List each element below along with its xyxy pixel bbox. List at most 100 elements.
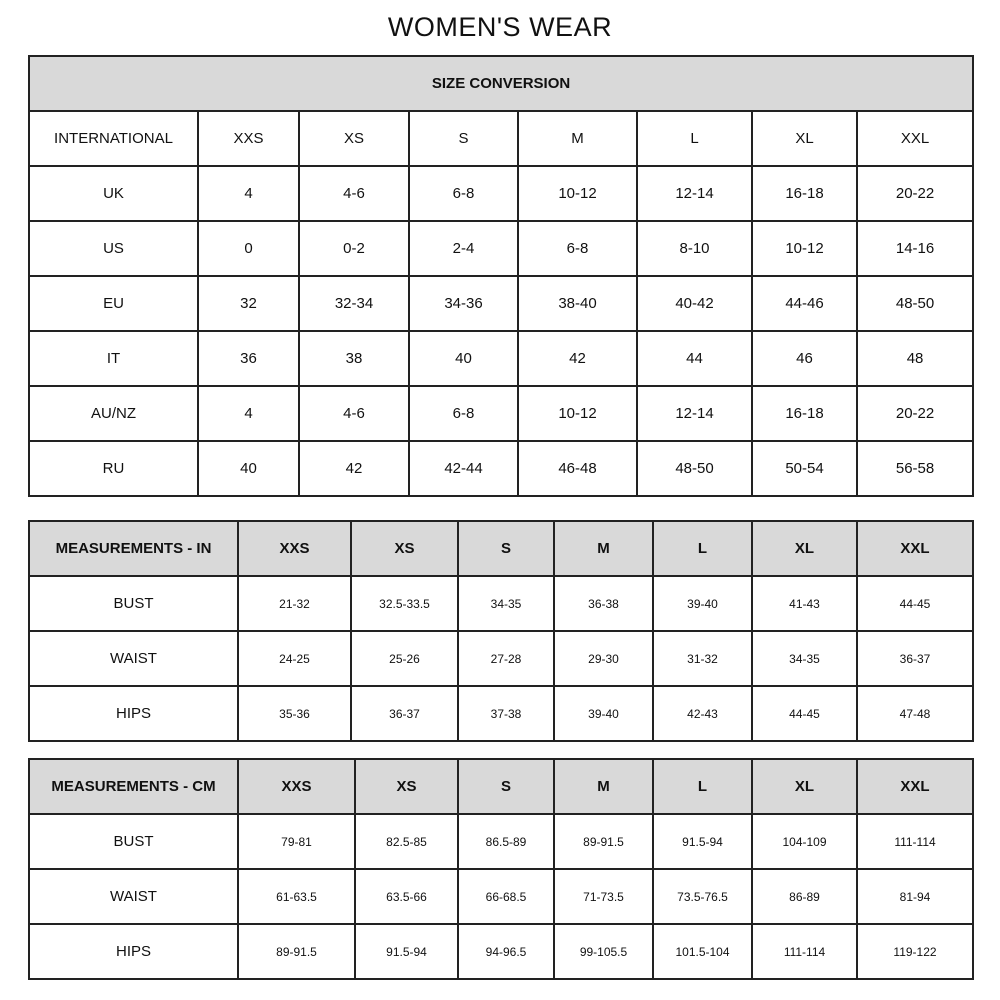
table-cell: 36-38 (553, 575, 654, 632)
measurements-in-table: MEASUREMENTS - IN XXS XS S M L XL XXL BUST 21-32 3… (28, 520, 974, 742)
table-cell: 81-94 (856, 868, 974, 925)
table-cell: 56-58 (855, 440, 975, 497)
column-header: XL (751, 758, 858, 815)
column-header: S (457, 520, 555, 577)
table-cell: 82.5-85 (354, 813, 459, 870)
table-cell: XXS (197, 110, 300, 167)
table-cell: 41-43 (751, 575, 858, 632)
table-cell: 42-43 (652, 685, 753, 742)
table-cell: 2-4 (408, 220, 519, 277)
size-conversion-table: SIZE CONVERSION INTERNATIONAL XXS XS S M L XL XX… (27, 55, 975, 497)
table-cell: 111-114 (751, 923, 858, 980)
column-header: XL (751, 520, 858, 577)
table-cell: 38 (298, 330, 410, 387)
table-cell: 46-48 (517, 440, 638, 497)
table-cell: 32.5-33.5 (350, 575, 459, 632)
table-row: BUST 21-32 32.5-33.5 34-35 36-38 39-40 41-43 44… (28, 575, 974, 632)
table-cell: 20-22 (855, 165, 975, 222)
table-cell: 38-40 (517, 275, 638, 332)
table-cell: 8-10 (636, 220, 753, 277)
table-cell: 4-6 (298, 165, 410, 222)
column-header: L (652, 520, 753, 577)
table-cell: M (517, 110, 638, 167)
table-header-row: MEASUREMENTS - IN XXS XS S M L XL XXL (28, 520, 974, 577)
column-header: MEASUREMENTS - IN (28, 520, 239, 577)
column-header: XXL (856, 520, 974, 577)
table-cell: 91.5-94 (354, 923, 459, 980)
table-row: HIPS 89-91.5 91.5-94 94-96.5 99-105.5 101.5-1… (28, 923, 974, 980)
row-label: WAIST (28, 630, 239, 687)
table-cell: 10-12 (751, 220, 858, 277)
table-cell: XS (298, 110, 410, 167)
row-label: EU (28, 275, 199, 332)
row-label: BUST (28, 813, 239, 870)
row-label: IT (28, 330, 199, 387)
table-cell: 4-6 (298, 385, 410, 442)
table-cell: 119-122 (856, 923, 974, 980)
column-header: XXS (237, 520, 352, 577)
table-cell: 36-37 (350, 685, 459, 742)
table-cell: 40-42 (636, 275, 753, 332)
table-cell: 42 (298, 440, 410, 497)
table-cell: 42 (517, 330, 638, 387)
table-cell: 16-18 (751, 165, 858, 222)
table-cell: 44-46 (751, 275, 858, 332)
table-row: HIPS 35-36 36-37 37-38 39-40 42-43 44-45 47-48 (28, 685, 974, 742)
table-cell: 39-40 (652, 575, 753, 632)
row-label: RU (28, 440, 199, 497)
table-cell: 6-8 (408, 165, 519, 222)
table-row: WAIST 61-63.5 63.5-66 66-68.5 71-73.5 73.5-76… (28, 868, 974, 925)
table-cell: 111-114 (856, 813, 974, 870)
column-header: S (457, 758, 555, 815)
table-row: IT 36 38 40 42 44 46 48 (28, 330, 975, 387)
table-cell: 6-8 (408, 385, 519, 442)
table-row: WAIST 24-25 25-26 27-28 29-30 31-32 34-35 36-37 (28, 630, 974, 687)
table-cell: 61-63.5 (237, 868, 356, 925)
table-header-row: SIZE CONVERSION (27, 55, 975, 112)
table-cell: 94-96.5 (457, 923, 555, 980)
table-cell: 37-38 (457, 685, 555, 742)
measurements-cm-table: MEASUREMENTS - CM XXS XS S M L XL XXL BUST 79-81 8… (28, 758, 974, 980)
table-row: AU/NZ 4 4-6 6-8 10-12 12-14 16-18 20-22 (28, 385, 975, 442)
table-cell: 0-2 (298, 220, 410, 277)
column-header: M (553, 520, 654, 577)
table-cell: 89-91.5 (553, 813, 654, 870)
table-cell: 36-37 (856, 630, 974, 687)
table-cell: 4 (197, 165, 300, 222)
table-cell: 10-12 (517, 165, 638, 222)
table-cell: 40 (197, 440, 300, 497)
table-cell: 36 (197, 330, 300, 387)
table-cell: 25-26 (350, 630, 459, 687)
table-row: UK 4 4-6 6-8 10-12 12-14 16-18 20-22 (28, 165, 975, 222)
table-cell: 4 (197, 385, 300, 442)
table-cell: 14-16 (855, 220, 975, 277)
table-cell: 99-105.5 (553, 923, 654, 980)
row-label: HIPS (28, 685, 239, 742)
table-header-row: MEASUREMENTS - CM XXS XS S M L XL XXL (28, 758, 974, 815)
table-cell: 86.5-89 (457, 813, 555, 870)
table-cell: 32-34 (298, 275, 410, 332)
table-cell: 104-109 (751, 813, 858, 870)
table-cell: 29-30 (553, 630, 654, 687)
row-label: HIPS (28, 923, 239, 980)
table-cell: 44-45 (751, 685, 858, 742)
table-cell: 63.5-66 (354, 868, 459, 925)
row-label: WAIST (28, 868, 239, 925)
row-label: INTERNATIONAL (28, 110, 199, 167)
table-cell: 20-22 (855, 385, 975, 442)
column-header: XXL (856, 758, 974, 815)
table-cell: 10-12 (517, 385, 638, 442)
table-cell: 48-50 (855, 275, 975, 332)
table-cell: 39-40 (553, 685, 654, 742)
table-cell: XXL (855, 110, 975, 167)
table-cell: L (636, 110, 753, 167)
row-label: AU/NZ (28, 385, 199, 442)
table-cell: 91.5-94 (652, 813, 753, 870)
table-cell: 47-48 (856, 685, 974, 742)
table-cell: 44-45 (856, 575, 974, 632)
table-row: US 0 0-2 2-4 6-8 8-10 10-12 14-16 (28, 220, 975, 277)
table-cell: 16-18 (751, 385, 858, 442)
table-cell: 12-14 (636, 385, 753, 442)
table-cell: 12-14 (636, 165, 753, 222)
table-cell: 34-35 (457, 575, 555, 632)
